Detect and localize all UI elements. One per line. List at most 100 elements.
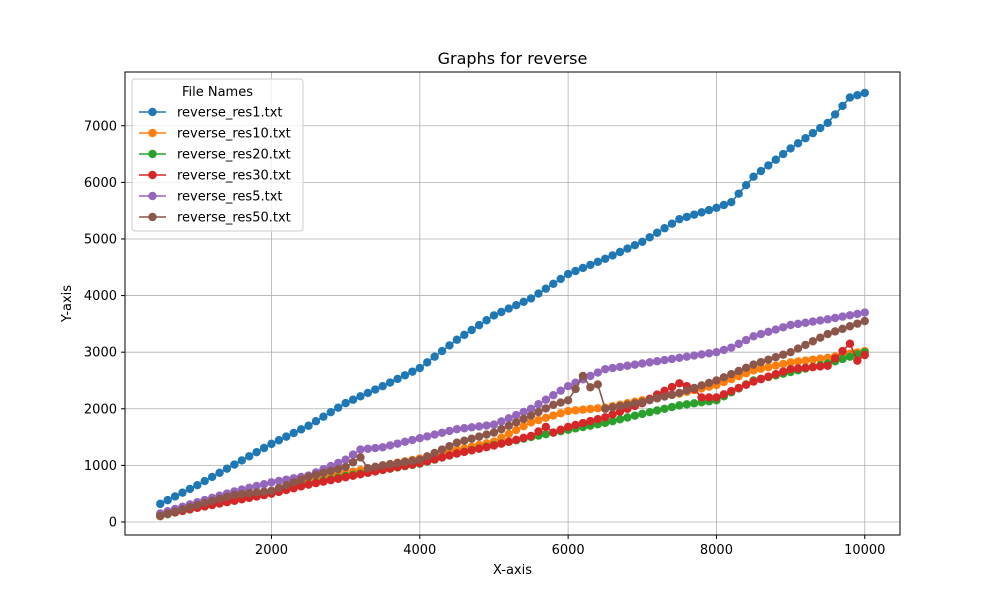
data-point (467, 446, 476, 455)
data-point (630, 241, 640, 250)
data-point (615, 247, 625, 257)
data-point (311, 478, 321, 488)
data-point (289, 484, 298, 493)
y-tick-label: 1000 (84, 459, 117, 474)
x-tick-label: 6000 (552, 543, 585, 558)
data-point (378, 443, 387, 452)
data-point (445, 426, 454, 436)
data-point (504, 437, 513, 446)
data-point (771, 361, 780, 370)
data-point (445, 451, 454, 460)
data-point (445, 341, 454, 350)
data-point (193, 500, 202, 510)
data-point (512, 435, 521, 444)
data-point (230, 496, 239, 505)
legend-entry: reverse_res1.txt (139, 106, 283, 121)
data-point (749, 172, 758, 181)
data-point (393, 374, 402, 384)
data-point (667, 402, 677, 412)
data-point (289, 428, 298, 438)
data-point (645, 358, 654, 367)
data-point (697, 393, 706, 402)
data-point (334, 464, 343, 474)
y-axis-label: Y-axis (60, 285, 75, 323)
data-point (482, 442, 491, 452)
data-point (593, 257, 602, 267)
data-point (578, 418, 588, 428)
data-point (230, 490, 239, 500)
data-point (778, 359, 788, 369)
data-point (185, 484, 195, 494)
data-point (430, 352, 439, 361)
data-point (489, 441, 499, 450)
data-point (615, 415, 625, 424)
data-point (571, 384, 580, 394)
data-point (267, 486, 276, 496)
data-point (237, 489, 247, 499)
legend-marker (148, 107, 157, 117)
data-point (734, 366, 743, 376)
data-point (274, 436, 284, 445)
data-point (296, 425, 306, 434)
data-point (259, 479, 269, 489)
legend-label: reverse_res1.txt (177, 106, 283, 121)
chart-title: Graphs for reverse (438, 49, 588, 68)
data-point (200, 476, 209, 486)
data-point (667, 219, 677, 228)
data-point (563, 406, 573, 416)
legend-entry: reverse_res20.txt (139, 148, 291, 163)
x-axis-label: X-axis (493, 563, 532, 578)
y-tick-label: 2000 (84, 402, 117, 417)
data-point (512, 425, 521, 435)
data-point (378, 461, 387, 470)
data-point (156, 499, 165, 509)
data-point (727, 369, 736, 379)
data-point (630, 411, 640, 420)
x-axis: 2000 4000 6000 8000 10000 (255, 535, 885, 558)
data-point (801, 340, 810, 350)
data-point (660, 355, 669, 365)
data-point (489, 420, 499, 429)
data-point (771, 369, 780, 379)
data-point (823, 361, 832, 370)
data-point (304, 421, 313, 430)
data-point (252, 481, 261, 491)
data-point (741, 380, 751, 389)
data-point (741, 363, 751, 372)
data-point (697, 208, 706, 217)
data-point (452, 424, 462, 434)
series-1 (156, 88, 869, 509)
data-point (311, 417, 321, 426)
data-point (734, 189, 743, 198)
data-point (460, 447, 469, 457)
data-point (727, 386, 736, 396)
data-point (623, 244, 632, 253)
data-point (749, 332, 758, 341)
data-point (371, 385, 380, 394)
data-point (638, 237, 647, 246)
legend-entry: reverse_res30.txt (139, 169, 291, 184)
data-point (326, 407, 335, 417)
data-point (727, 197, 736, 207)
data-point (519, 297, 528, 306)
data-point (259, 443, 269, 453)
data-point (356, 470, 365, 479)
data-point (356, 453, 365, 462)
data-point (563, 381, 573, 391)
data-point (586, 371, 595, 381)
data-point (230, 460, 239, 469)
data-point (623, 413, 632, 422)
data-point (741, 181, 751, 190)
legend-entry: reverse_res50.txt (139, 211, 291, 226)
data-point (563, 269, 573, 279)
data-point (549, 428, 558, 437)
data-point (601, 413, 610, 422)
data-point (704, 393, 714, 402)
data-point (474, 444, 484, 453)
data-point (704, 378, 714, 388)
data-point (474, 432, 484, 441)
data-point (793, 319, 803, 329)
data-point (860, 350, 869, 360)
data-point (734, 339, 743, 349)
data-point (660, 224, 669, 233)
